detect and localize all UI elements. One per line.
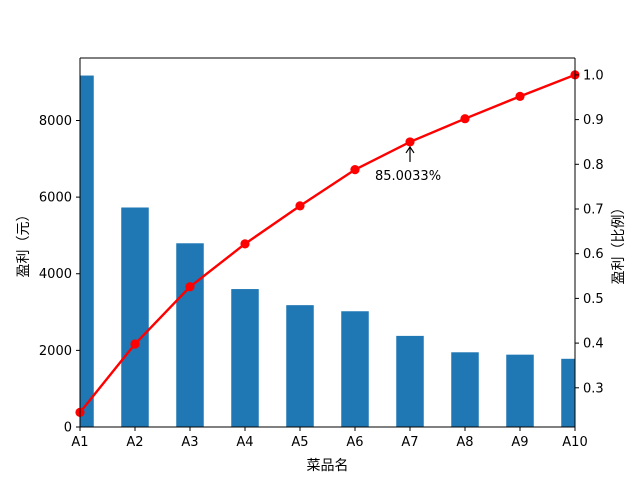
- x-tick-label: A3: [181, 435, 198, 450]
- bar: [451, 352, 479, 427]
- left-y-tick-label: 2000: [39, 344, 72, 359]
- line-point: [405, 137, 415, 147]
- right-y-tick-label: 0.9: [583, 113, 604, 128]
- x-tick-label: A1: [71, 435, 88, 450]
- x-tick-label: A6: [346, 435, 363, 450]
- x-tick-label: A8: [456, 435, 473, 450]
- line-point: [130, 339, 140, 349]
- right-y-tick-label: 0.3: [583, 381, 604, 396]
- right-y-tick-label: 0.7: [583, 202, 604, 217]
- left-y-tick-label: 8000: [39, 114, 72, 129]
- x-tick-label: A4: [236, 435, 253, 450]
- bar: [341, 311, 369, 427]
- bar: [121, 207, 149, 427]
- x-axis-label: 菜品名: [307, 458, 349, 474]
- bar-series: [80, 75, 575, 427]
- x-tick-label: A2: [126, 435, 143, 450]
- x-tick-label: A10: [562, 435, 587, 450]
- x-tick-label: A9: [511, 435, 528, 450]
- right-y-axis-label: 盈利（比例）: [611, 201, 627, 285]
- right-y-tick-label: 1.0: [583, 68, 604, 83]
- right-y-tick-label: 0.4: [583, 337, 604, 352]
- bar: [80, 75, 94, 427]
- left-y-tick-label: 6000: [39, 191, 72, 206]
- bar: [506, 354, 534, 427]
- bar: [231, 289, 259, 427]
- left-y-axis-label: 盈利（元）: [16, 208, 32, 278]
- right-y-tick-label: 0.5: [583, 292, 604, 307]
- x-tick-label: A5: [291, 435, 308, 450]
- annotation-label: 85.0033%: [375, 169, 441, 184]
- x-tick-label: A7: [401, 435, 418, 450]
- line-point: [460, 114, 470, 124]
- line-point: [350, 165, 360, 175]
- left-y-tick-label: 0: [64, 421, 72, 436]
- bar: [286, 305, 314, 427]
- axes: A1 A2 A3 A4 A5 A6 A7 A8 A9 A10 0 2000 4000 6000 8000 0.…: [39, 57, 604, 450]
- annotation-arrow-head: [405, 145, 415, 154]
- line-point: [240, 239, 250, 249]
- bar: [396, 335, 424, 427]
- left-y-tick-label: 4000: [39, 267, 72, 282]
- cumulative-line: [80, 73, 575, 414]
- right-y-tick-label: 0.6: [583, 247, 604, 262]
- line-point: [295, 201, 305, 211]
- line-series: [80, 73, 575, 414]
- annotation-layer: 85.0033%: [75, 70, 580, 417]
- line-point: [185, 282, 195, 292]
- bar: [176, 243, 204, 427]
- bar: [561, 358, 575, 427]
- line-point: [515, 91, 525, 101]
- right-y-tick-label: 0.8: [583, 158, 604, 173]
